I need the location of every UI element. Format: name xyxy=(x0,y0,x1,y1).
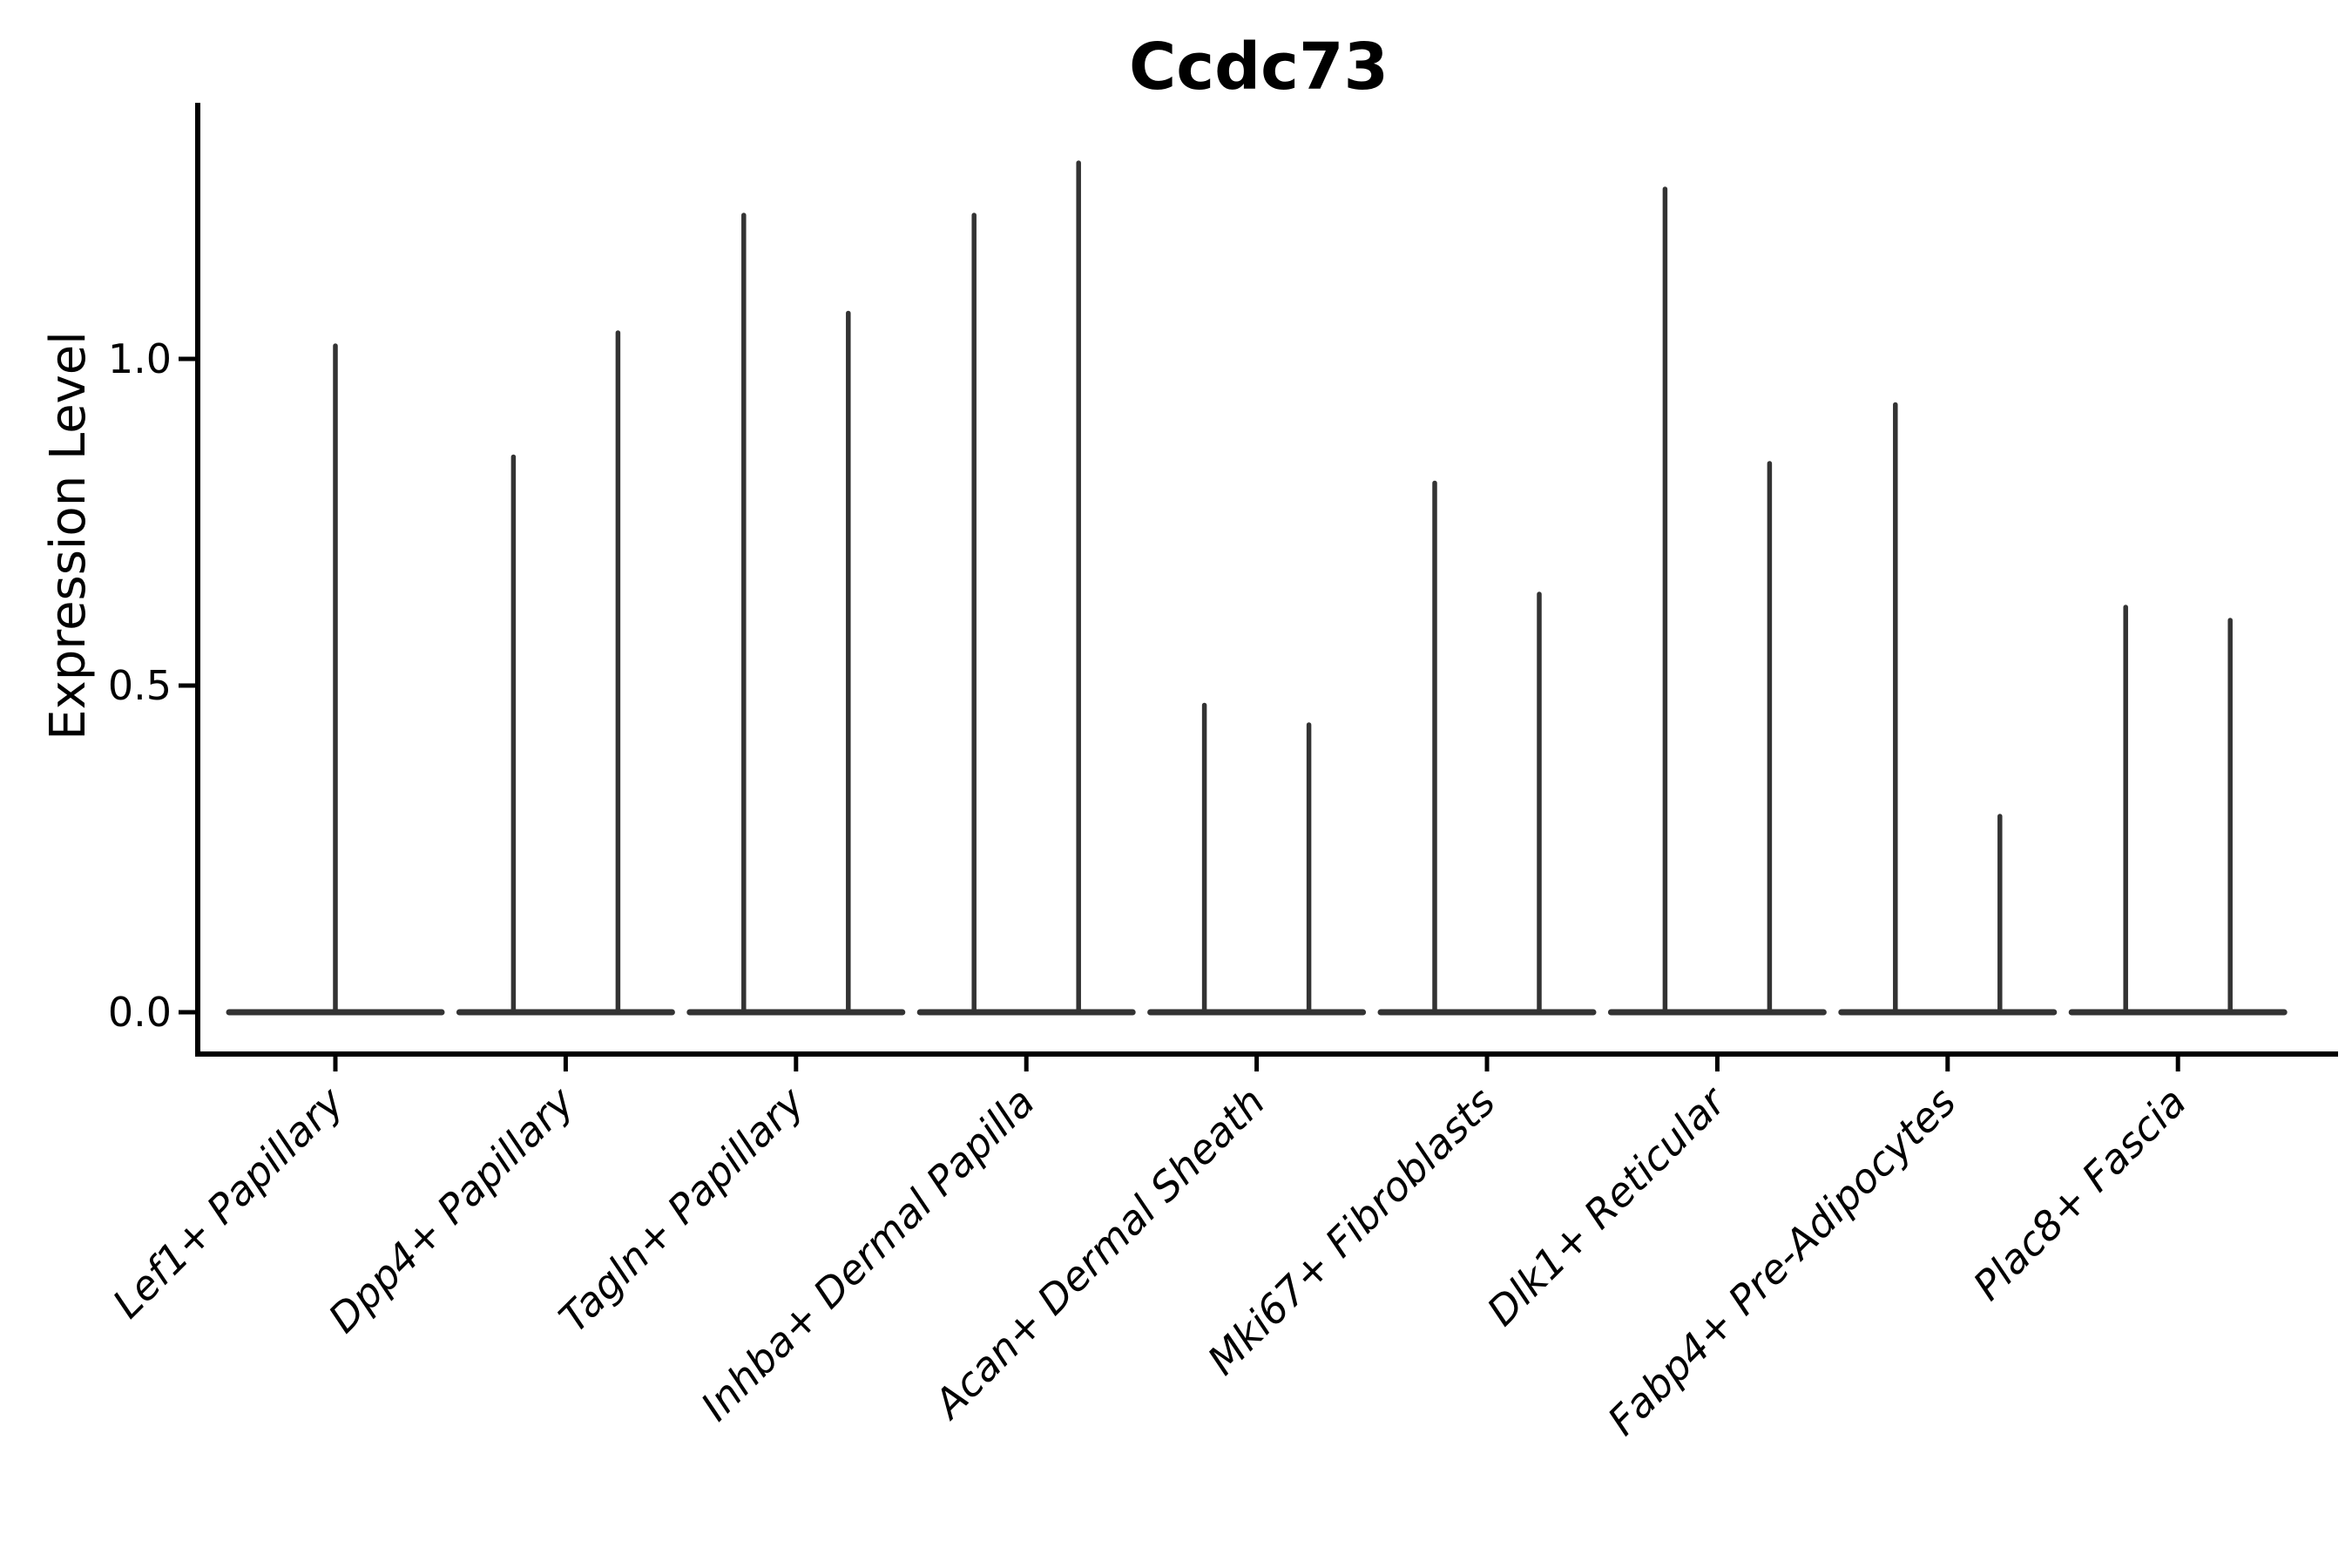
x-tick-label: Dlk1+ Reticular xyxy=(1478,1076,1737,1335)
x-tick-label: Lef1+ Papillary xyxy=(104,1078,353,1327)
y-tick-label: 0.5 xyxy=(108,662,172,709)
x-tick-label: Plac8+ Fascia xyxy=(1964,1078,2195,1309)
y-tick-label: 1.0 xyxy=(108,335,172,382)
x-tick-label: Dpp4+ Papillary xyxy=(320,1078,584,1342)
y-tick-label: 0.0 xyxy=(108,989,172,1036)
chart-title: Ccdc73 xyxy=(1129,30,1389,105)
x-tick-label: Tagln+ Papillary xyxy=(550,1078,814,1342)
y-axis-label: Expression Level xyxy=(40,331,97,740)
